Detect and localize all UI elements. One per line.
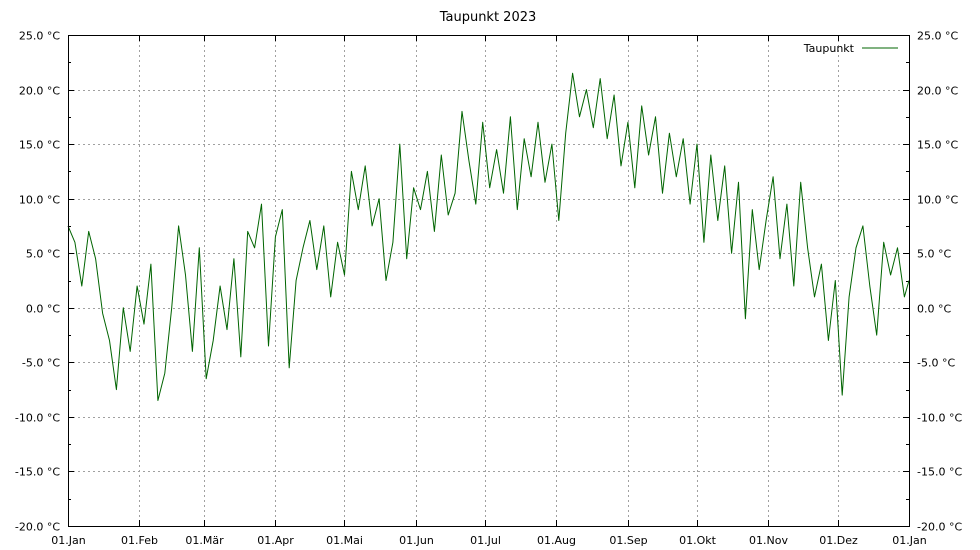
x-tick-label: 01.Okt: [679, 534, 717, 547]
y-tick-label-left: 15.0 °C: [19, 139, 60, 152]
plot-frame: [68, 35, 910, 527]
x-tick-label: 01.Jan: [892, 534, 926, 547]
legend-label-taupunkt: Taupunkt: [803, 42, 855, 55]
x-tick-label: 01.Jan: [51, 534, 85, 547]
y-tick-label-right: -15.0 °C: [917, 466, 962, 479]
y-tick-label-left: -5.0 °C: [22, 357, 60, 370]
x-tick-label: 01.Mär: [185, 534, 224, 547]
y-tick-label-right: 15.0 °C: [917, 139, 958, 152]
x-tick-label: 01.Jul: [470, 534, 501, 547]
y-tick-label-left: 10.0 °C: [19, 194, 60, 207]
y-tick-label-left: -15.0 °C: [15, 466, 60, 479]
y-tick-label-left: 25.0 °C: [19, 30, 60, 43]
y-tick-label-right: -10.0 °C: [917, 412, 962, 425]
labels-layer: -20.0 °C -20.0 °C -15.0 °C -15.0 °C -10.0 °C…: [15, 30, 963, 548]
series-layer: [67, 72, 910, 401]
x-tick-label: 01.Apr: [257, 534, 294, 547]
y-tick-label-right: 20.0 °C: [917, 85, 958, 98]
legend: Taupunkt: [803, 42, 898, 55]
ticks-layer: [68, 35, 910, 527]
x-tick-label: 01.Mai: [326, 534, 363, 547]
x-tick-label: 01.Sep: [609, 534, 647, 547]
x-tick-label: 01.Dez: [819, 534, 858, 547]
x-tick-label: 01.Aug: [537, 534, 576, 547]
y-tick-label-left: 0.0 °C: [26, 303, 60, 316]
y-tick-label-left: -20.0 °C: [15, 521, 60, 534]
y-tick-label-right: 25.0 °C: [917, 30, 958, 43]
series-line-0: [67, 72, 910, 401]
y-tick-label-right: -20.0 °C: [917, 521, 962, 534]
y-tick-label-left: -10.0 °C: [15, 412, 60, 425]
y-tick-label-left: 20.0 °C: [19, 85, 60, 98]
y-tick-label-right: 5.0 °C: [917, 248, 951, 261]
y-tick-label-right: -5.0 °C: [917, 357, 955, 370]
x-tick-label: 01.Nov: [749, 534, 788, 547]
x-tick-label: 01.Feb: [121, 534, 158, 547]
chart-title: Taupunkt 2023: [439, 10, 537, 25]
y-tick-label-right: 0.0 °C: [917, 303, 951, 316]
x-tick-label: 01.Jun: [399, 534, 434, 547]
grid-layer: [68, 35, 909, 526]
y-tick-label-left: 5.0 °C: [26, 248, 60, 261]
y-tick-label-right: 10.0 °C: [917, 194, 958, 207]
